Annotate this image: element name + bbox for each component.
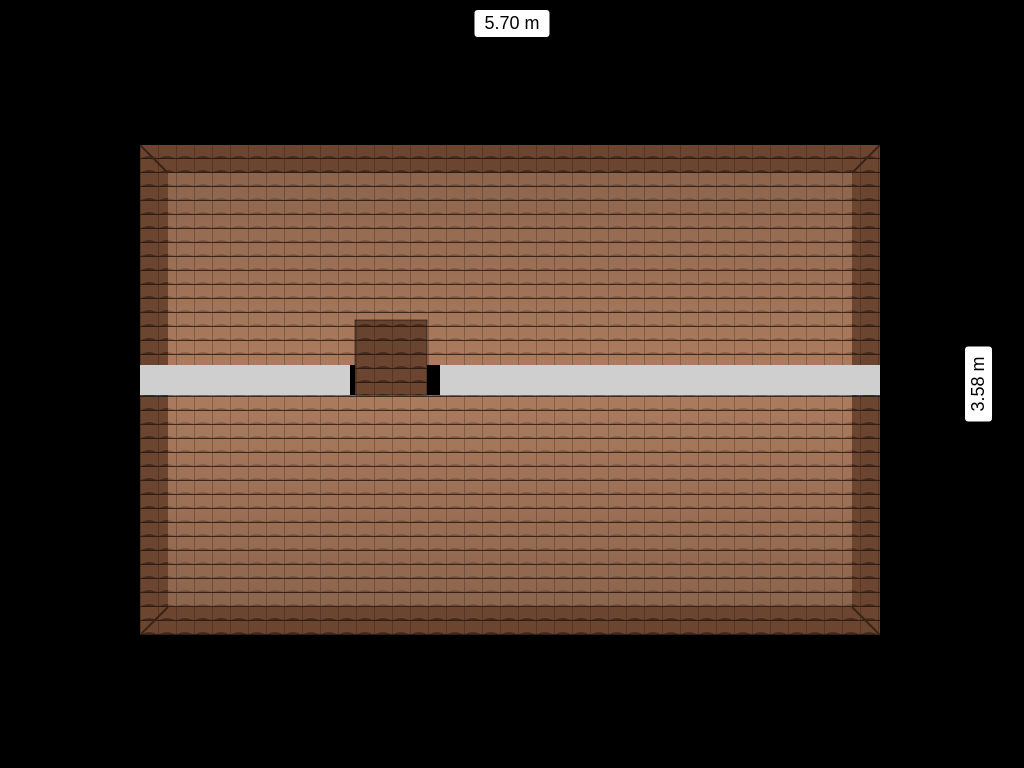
dimension-width-label: 5.70 m	[474, 10, 549, 37]
roof-plan	[140, 145, 880, 635]
dimension-height-label: 3.58 m	[965, 346, 992, 421]
